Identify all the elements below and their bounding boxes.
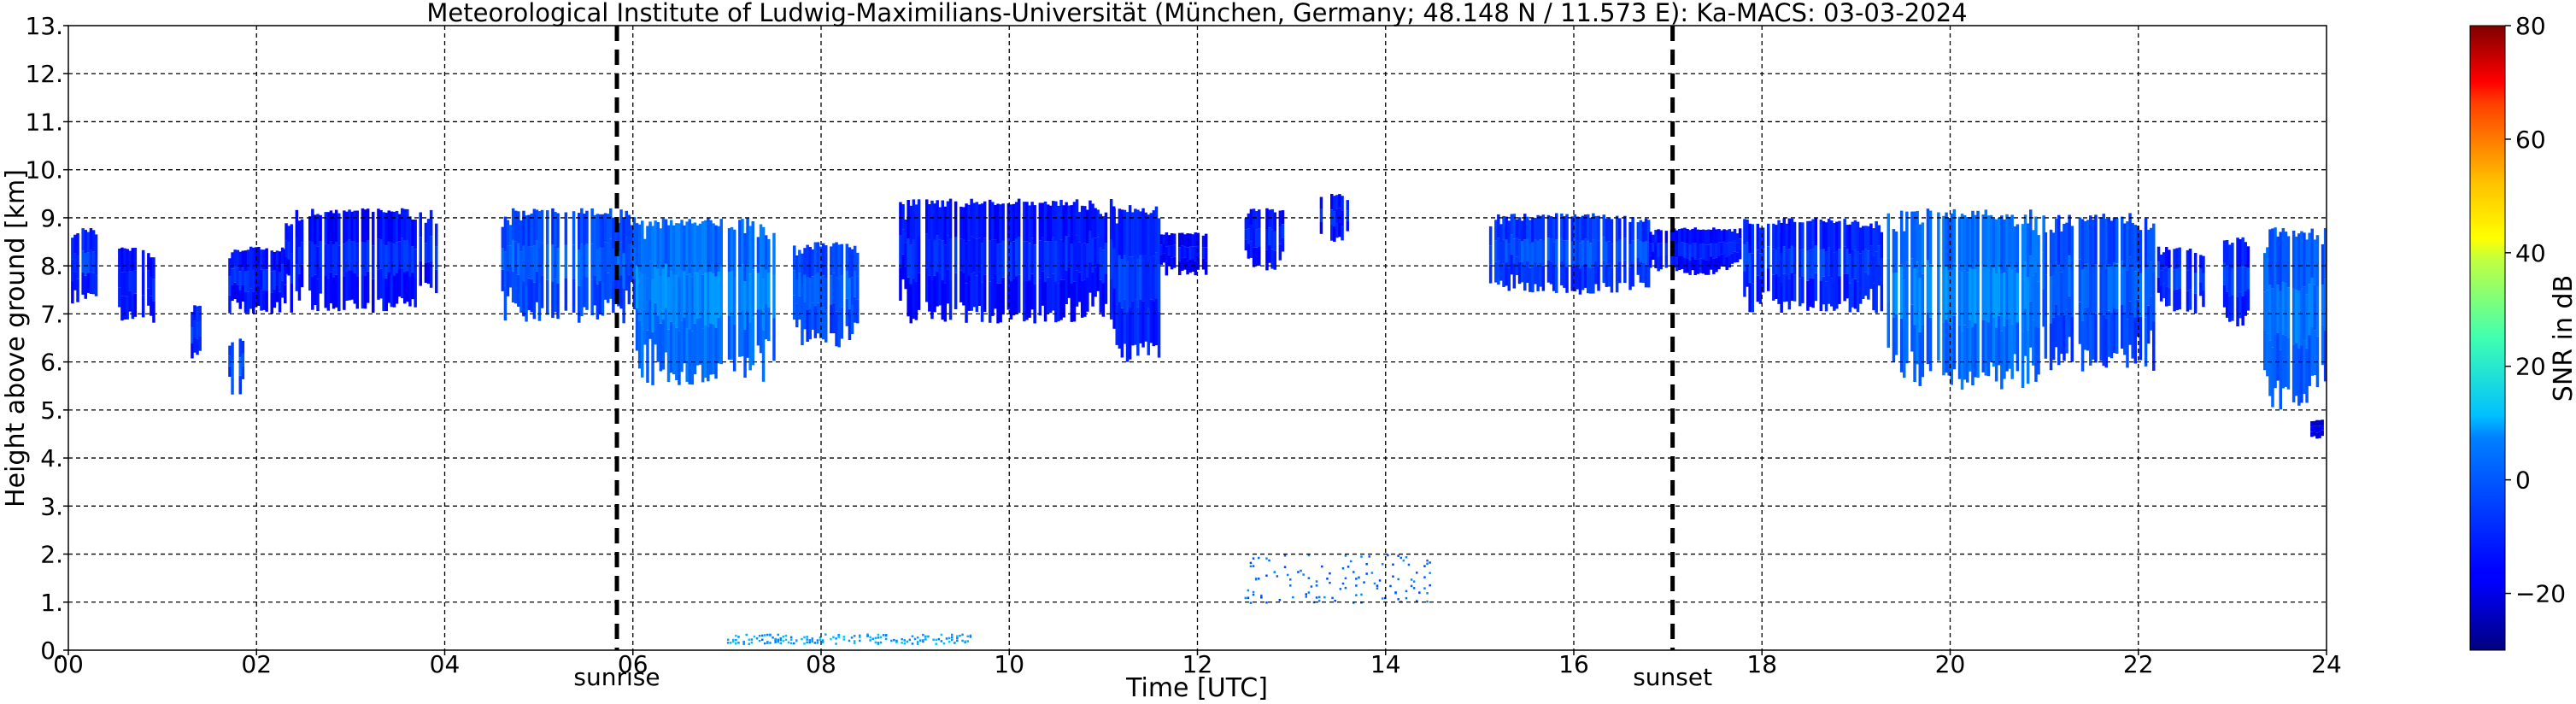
radar-echo-layer <box>71 194 2327 645</box>
y-tick-label: 2. <box>40 541 63 569</box>
colorbar-tick-label: −20 <box>2515 580 2566 608</box>
grid-lines <box>68 26 2327 650</box>
echo-region <box>635 218 776 385</box>
y-tick-label: 5. <box>40 396 63 425</box>
echo-region <box>1743 218 1884 314</box>
x-tick-label: 14 <box>1370 650 1401 678</box>
sunrise-marker-label: sunrise <box>573 663 660 691</box>
x-tick-label: 22 <box>2123 650 2154 678</box>
echo-region <box>1244 554 1431 604</box>
y-tick-label: 4. <box>40 444 63 472</box>
echo-region <box>501 208 637 324</box>
echo-region <box>2156 246 2205 314</box>
sun-markers: sunrise sunset <box>573 26 1712 691</box>
y-tick-label: 13. <box>25 12 63 40</box>
echo-region <box>228 246 287 314</box>
y-tick-label: 3. <box>40 492 63 520</box>
y-tick-label: 0. <box>40 637 63 665</box>
echo-region <box>228 338 245 395</box>
colorbar-tick-label: 20 <box>2515 353 2546 381</box>
echo-region <box>2263 227 2327 410</box>
echo-region <box>899 198 1116 324</box>
echo-region <box>726 633 972 645</box>
x-tick-label: 18 <box>1746 650 1777 678</box>
echo-region <box>2310 419 2327 439</box>
y-tick-label: 9. <box>40 204 63 232</box>
echo-region <box>191 305 202 359</box>
x-tick-label: 24 <box>2311 650 2342 678</box>
echo-region <box>1112 205 1161 362</box>
colorbar-tick-label: 80 <box>2515 12 2546 40</box>
echo-region <box>793 242 860 348</box>
x-tick-label: 02 <box>241 650 272 678</box>
x-axis-ticks: 00 02 04 06 08 10 12 14 16 18 20 22 24 <box>53 650 2342 678</box>
echo-region <box>1159 232 1208 276</box>
y-tick-label: 6. <box>40 349 63 377</box>
echo-region <box>285 208 438 314</box>
chart-title: Meteorological Institute of Ludwig-Maxim… <box>426 0 1967 27</box>
x-tick-label: 06 <box>618 650 648 678</box>
x-tick-label: 08 <box>806 650 836 678</box>
y-tick-label: 11. <box>25 108 63 136</box>
x-tick-label: 12 <box>1182 650 1213 678</box>
x-tick-label: 16 <box>1558 650 1589 678</box>
x-tick-label: 00 <box>53 650 84 678</box>
echo-region <box>1319 194 1349 242</box>
echo-region <box>118 247 155 323</box>
colorbar-label: SNR in dB <box>2549 275 2576 402</box>
y-tick-label: 7. <box>40 300 63 328</box>
y-axis-ticks: 0. 1. 2. 3. 4. 5. 6. 7. 8. 9. 10. 11. 12. 13. <box>25 12 68 665</box>
echo-region <box>2044 213 2156 372</box>
echo-region <box>1244 208 1285 271</box>
colorbar <box>2469 25 2506 651</box>
sunset-marker-label: sunset <box>1633 663 1712 691</box>
colorbar-tick-label: 0 <box>2515 466 2531 495</box>
y-axis-label: Height above ground [km] <box>1 169 31 507</box>
echo-region <box>1488 213 1651 295</box>
x-axis-label: Time [UTC] <box>1125 673 1268 703</box>
x-tick-label: 20 <box>1935 650 1966 678</box>
x-tick-label: 10 <box>994 650 1024 678</box>
echo-region <box>1649 227 1742 275</box>
colorbar-ticks: −20 0 20 40 60 80 <box>2505 12 2566 608</box>
echo-region <box>1887 208 2045 390</box>
colorbar-tick-label: 40 <box>2515 239 2546 267</box>
y-tick-label: 10. <box>25 156 63 185</box>
y-tick-label: 12. <box>25 60 63 88</box>
echo-region <box>2222 237 2250 326</box>
echo-region <box>71 228 98 304</box>
colorbar-tick-label: 60 <box>2515 126 2546 154</box>
y-tick-label: 1. <box>40 589 63 617</box>
x-tick-label: 04 <box>430 650 461 678</box>
y-tick-label: 8. <box>40 252 63 280</box>
